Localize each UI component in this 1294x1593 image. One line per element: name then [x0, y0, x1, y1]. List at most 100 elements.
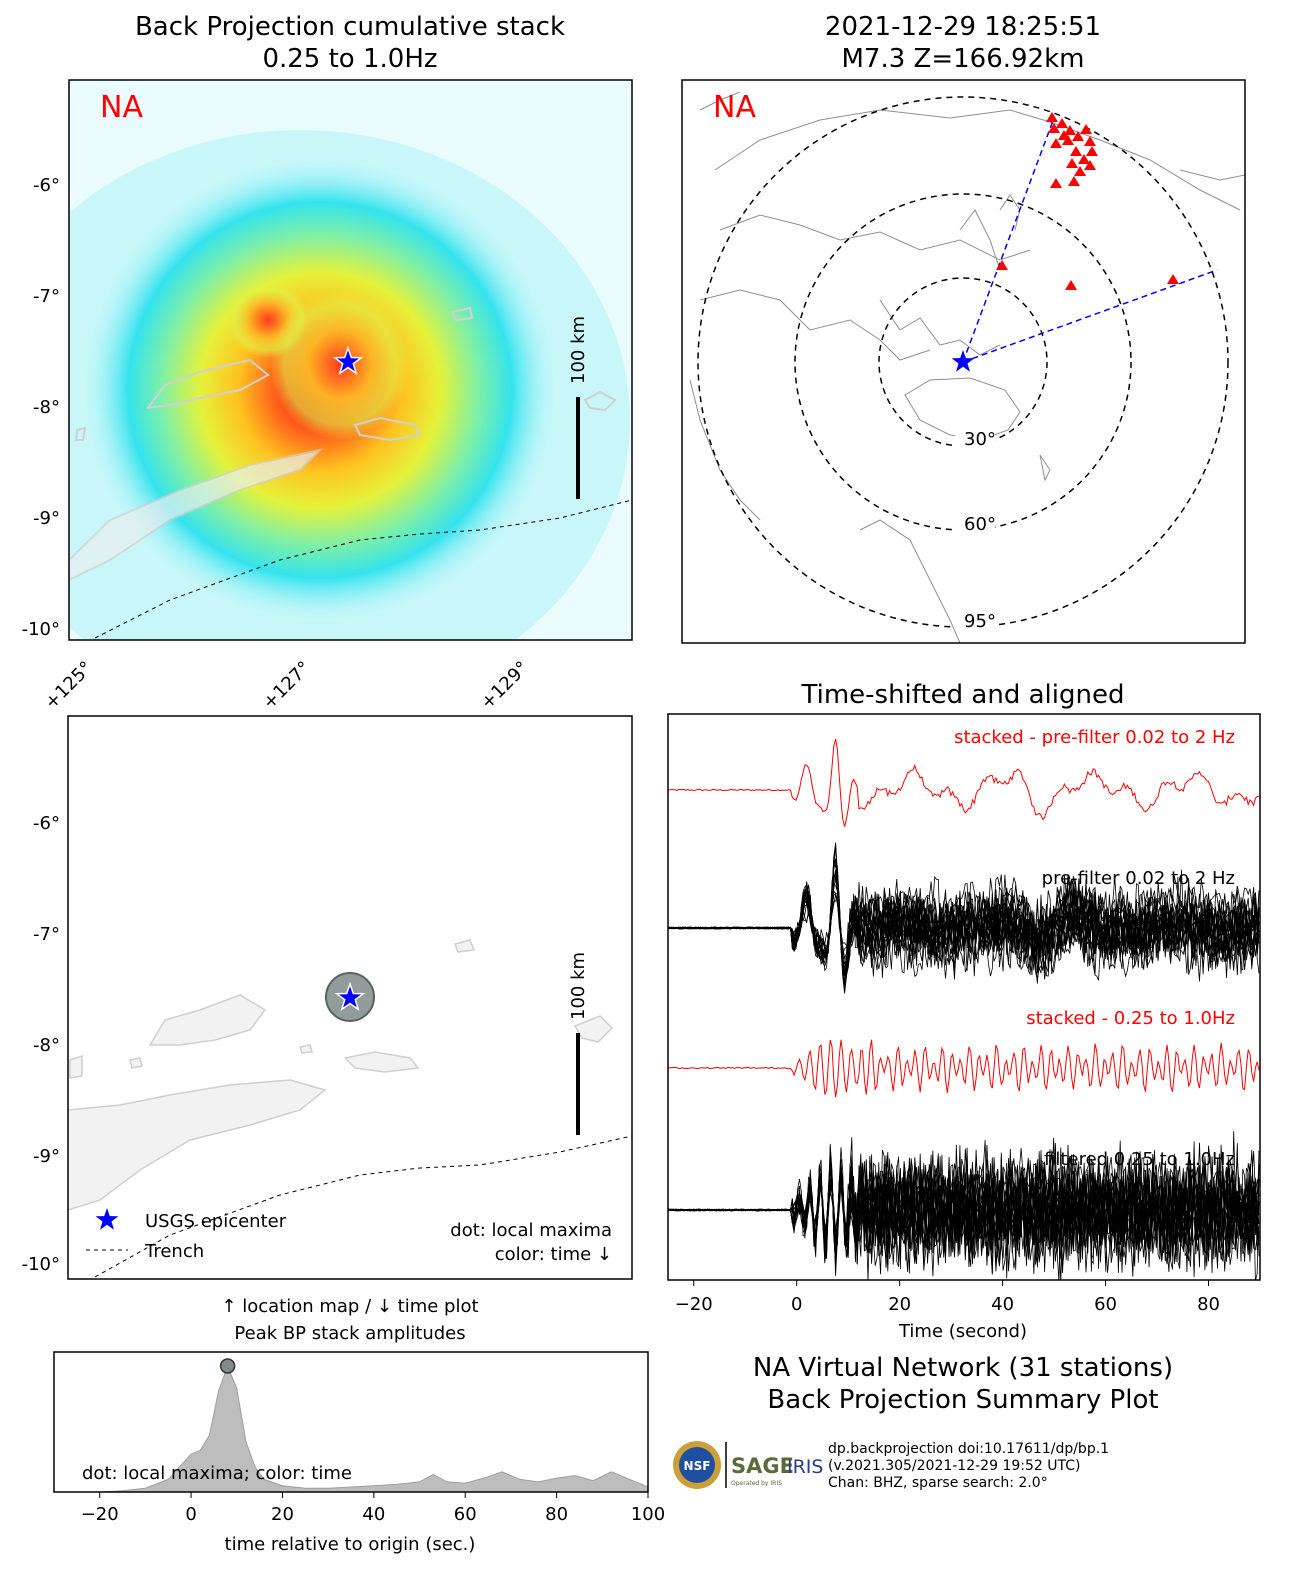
ring-labels: 30° 60° 95°	[955, 426, 996, 632]
bp-lon-tick-127: +127°	[259, 657, 315, 713]
seismogram-title: Time-shifted and aligned	[801, 680, 1125, 710]
sage-logo-subtext: Operated by IRIS	[731, 1480, 782, 1487]
location-legend: USGS epicenter Trench	[86, 1208, 287, 1262]
summary-line2: Back Projection Summary Plot	[767, 1385, 1158, 1415]
station-map-coastlines	[689, 91, 1245, 643]
bp-lat-tick-7: -7°	[33, 286, 60, 307]
summary-meta3: Chan: BHZ, sparse search: 2.0°	[828, 1475, 1048, 1491]
bp-lon-tick-125: +125°	[41, 657, 97, 713]
peak-plot-panel: dot: local maxima; color: time −20 0 20 …	[53, 1351, 665, 1555]
location-lat-tick-6: -6°	[33, 813, 60, 834]
seismogram-xlabel: Time (second)	[898, 1321, 1027, 1342]
seismogram-panel: Time-shifted and aligned stacked - pre-f…	[667, 680, 1261, 1342]
location-map-frame	[67, 715, 633, 1280]
station-triangles	[996, 112, 1179, 290]
bp-lat-tick-8: -8°	[33, 397, 60, 418]
summary-line1: NA Virtual Network (31 stations)	[753, 1353, 1173, 1383]
ring-label-95: 95°	[964, 611, 996, 632]
trace3-label: stacked - 0.25 to 1.0Hz	[1026, 1008, 1235, 1029]
bp-lat-tick-6: -6°	[33, 175, 60, 196]
location-lat-tick-8: -8°	[33, 1035, 60, 1056]
seismogram-frame	[667, 713, 1261, 1281]
location-lat-ticks: -6° -7° -8° -9° -10°	[22, 813, 60, 1275]
trace-prefilter	[668, 869, 1260, 984]
station-map-title-line1: 2021-12-29 18:25:51	[825, 12, 1101, 42]
bp-lon-ticks: +125° +127° +129°	[41, 657, 533, 713]
bp-map-network-label: NA	[100, 90, 143, 125]
seismogram-traces	[668, 738, 1260, 1280]
peak-xtick-60: 60	[454, 1504, 477, 1525]
iris-logo-text: IRIS	[787, 1456, 823, 1478]
location-epicenter-star	[334, 981, 366, 1012]
station-map-network-label: NA	[713, 90, 756, 125]
peak-amplitude-area	[99, 1364, 648, 1492]
nsf-logo: NSF	[673, 1441, 721, 1489]
location-caption-line2: Peak BP stack amplitudes	[234, 1323, 465, 1344]
bp-lat-ticks: -6° -7° -8° -9° -10°	[22, 175, 60, 640]
station-map-panel: 2021-12-29 18:25:51 M7.3 Z=166.92km	[681, 12, 1246, 644]
peak-plot-xlabel: time relative to origin (sec.)	[225, 1534, 476, 1555]
location-scale-label: 100 km	[568, 952, 589, 1020]
location-lat-tick-7: -7°	[33, 924, 60, 945]
sage-logo-text: SAGE	[731, 1454, 794, 1478]
location-trench-line	[94, 1135, 632, 1278]
ring-60	[794, 193, 1132, 531]
ring-label-60: 60°	[964, 514, 996, 535]
bp-lat-tick-10: -10°	[22, 619, 60, 640]
ring-30	[878, 277, 1048, 447]
station-rays	[962, 117, 1218, 363]
location-note-line1: dot: local maxima	[450, 1220, 612, 1241]
trace4-label: filtered 0.25 to 1.0Hz	[1044, 1149, 1235, 1170]
location-caption-line1: ↑ location map / ↓ time plot	[221, 1296, 478, 1317]
trace-prefilter	[668, 876, 1260, 966]
bp-lon-tick-129: +129°	[477, 657, 533, 713]
bp-map-title-line2: 0.25 to 1.0Hz	[262, 44, 437, 74]
location-note-line2: color: time ↓	[495, 1244, 612, 1265]
ring-label-30: 30°	[964, 429, 996, 450]
peak-xtick-80: 80	[545, 1504, 568, 1525]
peak-plot-note: dot: local maxima; color: time	[82, 1463, 352, 1484]
trace-stacked-prefilter	[668, 738, 1260, 827]
station-map-epicenter-star	[951, 350, 975, 372]
bp-map-frame	[68, 79, 633, 641]
trace2-label: pre-filter 0.02 to 2 Hz	[1042, 868, 1235, 889]
station-map-title-line2: M7.3 Z=166.92km	[841, 44, 1084, 74]
summary-panel: NA Virtual Network (31 stations) Back Pr…	[673, 1353, 1173, 1491]
peak-xtick-100: 100	[631, 1504, 665, 1525]
location-map-panel: 100 km -6° -7° -8° -9° -10° USGS epicent…	[22, 715, 633, 1344]
peak-xtick-neg20: −20	[81, 1504, 119, 1525]
nsf-logo-text: NSF	[684, 1459, 711, 1473]
seis-xtick-20: 20	[888, 1294, 911, 1315]
seismogram-tick-marks	[693, 1280, 1210, 1286]
bp-trench-line	[94, 499, 632, 639]
trace-stacked-filtered	[668, 1039, 1260, 1098]
station-map-distance-rings	[697, 96, 1229, 628]
peak-xtick-40: 40	[362, 1504, 385, 1525]
trace-filtered	[668, 1153, 1260, 1266]
bp-heat-core	[270, 290, 410, 440]
seis-xtick-80: 80	[1197, 1294, 1220, 1315]
seis-xtick-neg20: −20	[675, 1294, 713, 1315]
bp-lat-tick-9: -9°	[33, 508, 60, 529]
bp-epicenter-star	[332, 345, 364, 376]
seis-xtick-40: 40	[991, 1294, 1014, 1315]
seismogram-x-ticks: −20 0 20 40 60 80	[675, 1294, 1220, 1315]
bp-map-panel: Back Projection cumulative stack 0.25 to…	[22, 12, 633, 714]
location-lat-tick-9: -9°	[33, 1146, 60, 1167]
bp-scale-label: 100 km	[568, 316, 589, 384]
sage-logo: SAGE Operated by IRIS IRIS	[731, 1454, 823, 1487]
location-coastlines	[68, 939, 614, 1211]
location-lat-tick-10: -10°	[22, 1254, 60, 1275]
seis-xtick-60: 60	[1094, 1294, 1117, 1315]
legend-trench-label: Trench	[144, 1241, 204, 1262]
peak-plot-frame	[53, 1351, 649, 1493]
peak-xtick-0: 0	[185, 1504, 196, 1525]
summary-meta1: dp.backprojection doi:10.17611/dp/bp.1	[828, 1441, 1109, 1457]
trace1-label: stacked - pre-filter 0.02 to 2 Hz	[954, 727, 1235, 748]
peak-maximum-dot	[219, 1358, 236, 1374]
peak-x-ticks: −20 0 20 40 60 80 100	[81, 1504, 665, 1525]
station-map-frame	[681, 79, 1246, 644]
legend-epicenter-label: USGS epicenter	[145, 1211, 287, 1232]
bp-map-title-line1: Back Projection cumulative stack	[135, 12, 565, 42]
